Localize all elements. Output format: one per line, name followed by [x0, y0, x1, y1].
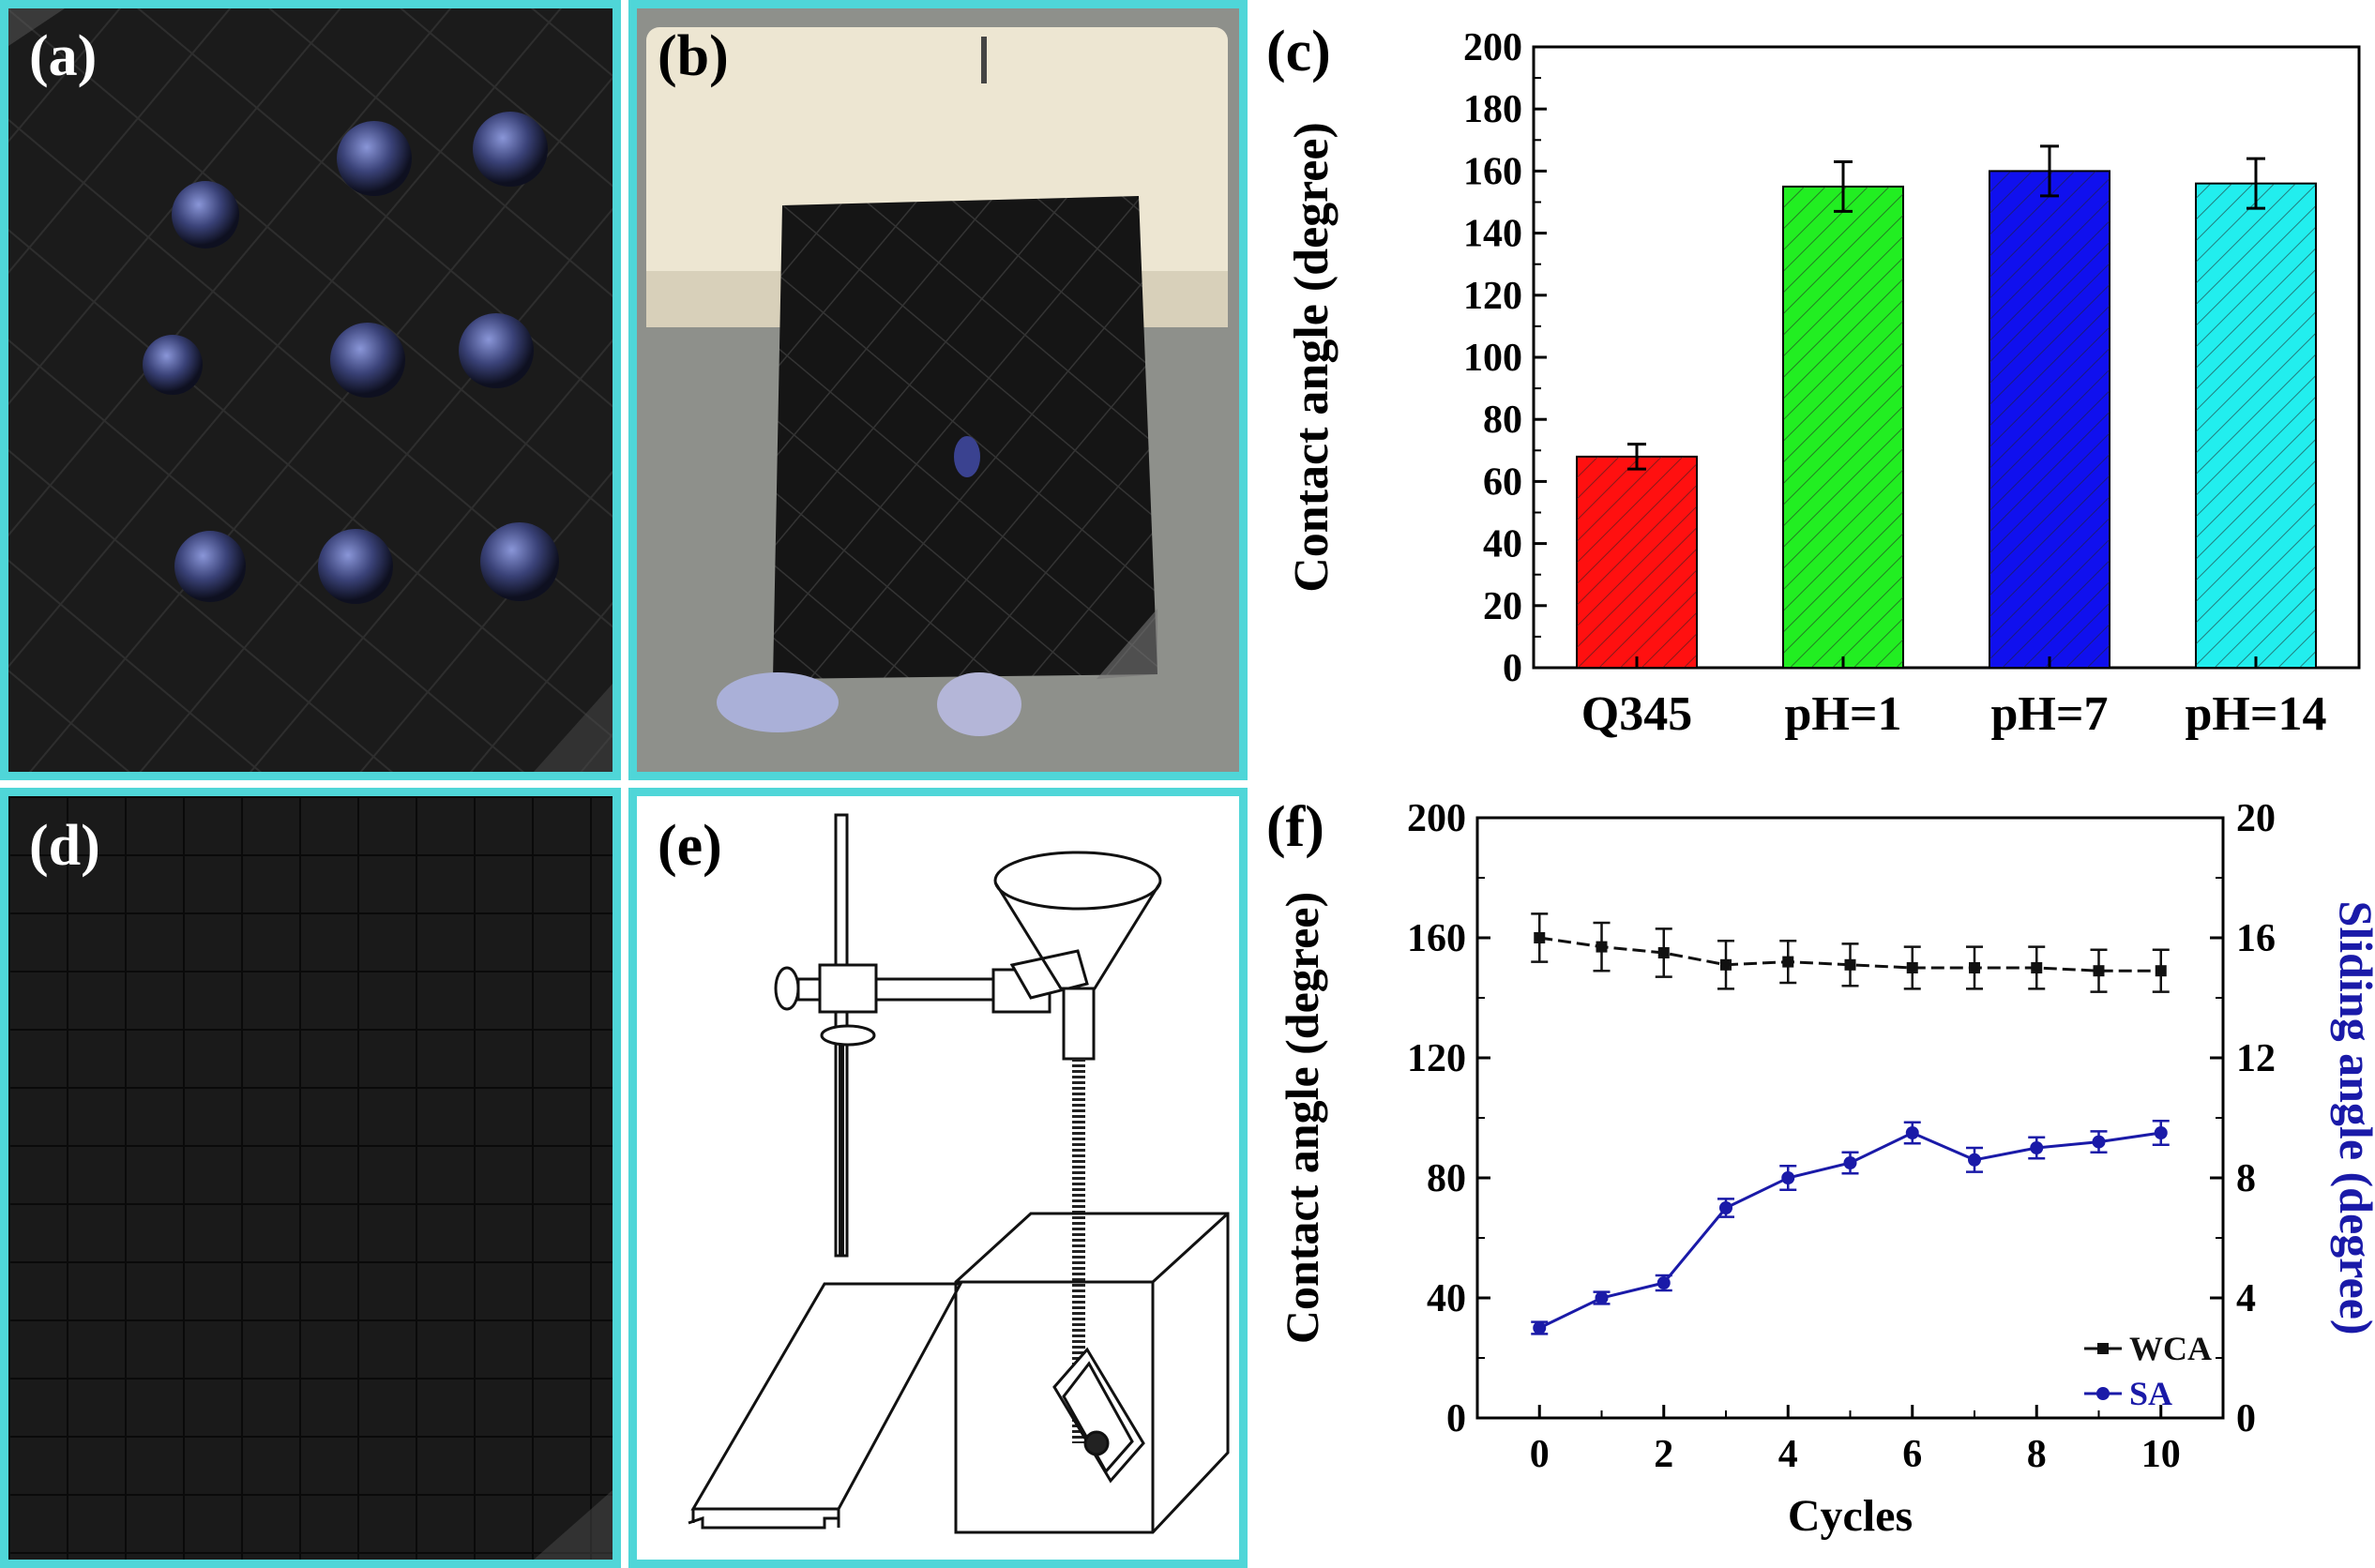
panel-label-a: (a)	[29, 24, 98, 88]
bar-hatch	[2196, 183, 2316, 668]
y-right-tick-label: 4	[2236, 1277, 2256, 1320]
point-WCA	[1596, 941, 1608, 953]
y-tick-label: 20	[1483, 585, 1522, 628]
point-SA	[1656, 1276, 1671, 1289]
panel-a-photo: (a)	[0, 0, 621, 780]
x-axis-title: Cycles	[1788, 1491, 1913, 1541]
x-tick-label: 4	[1778, 1433, 1798, 1476]
x-tick-label: pH=14	[2186, 687, 2327, 741]
y-right-tick-label: 16	[2236, 917, 2276, 960]
y-tick-label: 200	[1463, 26, 1522, 69]
legend-label-WCA: WCA	[2129, 1330, 2212, 1367]
y-left-tick-label: 40	[1427, 1277, 1466, 1320]
legend-marker-SA	[2096, 1387, 2110, 1400]
collection-box	[954, 1212, 1230, 1534]
panel-label-c: (c)	[1266, 20, 1331, 83]
point-WCA	[1657, 947, 1670, 958]
point-SA	[1968, 1153, 1981, 1167]
x-tick-label: 6	[1902, 1433, 1922, 1476]
point-SA	[1781, 1171, 1795, 1184]
point-WCA	[2155, 965, 2167, 977]
point-SA	[2030, 1141, 2044, 1154]
panel-e-schematic: (e)	[628, 788, 1248, 1568]
panel-label-e: (e)	[658, 814, 722, 878]
x-tick-label: pH=7	[1991, 687, 2109, 741]
point-WCA	[1969, 962, 1980, 973]
y-left-tick-label: 200	[1407, 797, 1466, 840]
y-right-tick-label: 20	[2236, 797, 2276, 840]
legend-marker-WCA	[2097, 1343, 2109, 1354]
y-tick-label: 180	[1463, 88, 1522, 131]
y-left-tick-label: 120	[1407, 1037, 1466, 1080]
point-SA	[1719, 1201, 1732, 1214]
point-SA	[1843, 1156, 1857, 1169]
x-tick-label: 10	[2141, 1433, 2181, 1476]
panel-label-d: (d)	[29, 814, 100, 878]
y-tick-label: 120	[1463, 275, 1522, 318]
y-left-axis-title: Contact angle (degree)	[1276, 892, 1328, 1344]
funnel	[993, 851, 1162, 911]
contact-angle-bar-chart: 0 20 40 60 80 100 120 140 160 180 200 Q345 pH=1 pH=7 p…	[1266, 20, 2361, 741]
y-right-tick-label: 12	[2236, 1037, 2276, 1080]
point-SA	[2154, 1126, 2168, 1139]
abrasion-setup-schematic	[688, 813, 1230, 1534]
panel-label-b: (b)	[658, 24, 729, 88]
point-WCA	[2031, 962, 2043, 973]
x-tick-label: pH=1	[1785, 687, 1902, 741]
y-left-tick-label: 0	[1446, 1397, 1466, 1440]
droplets-grid-illustration	[8, 8, 613, 772]
x-tick-label: 8	[2027, 1433, 2047, 1476]
point-SA	[2092, 1135, 2106, 1149]
bar-hatch	[1783, 186, 1903, 668]
y-left-tick-label: 80	[1427, 1157, 1466, 1200]
point-WCA	[1534, 932, 1546, 943]
x-tick-label: 2	[1654, 1433, 1673, 1476]
panel-b-photo: (b)	[628, 0, 1248, 780]
x-tick-label: Q345	[1581, 687, 1692, 741]
point-WCA	[1782, 956, 1794, 968]
point-WCA	[1844, 958, 1856, 971]
droplet-group	[143, 112, 559, 604]
y-tick-label: 80	[1483, 399, 1522, 442]
point-WCA	[2093, 965, 2105, 977]
panel-label-f: (f)	[1266, 795, 1324, 859]
grid-surface-illustration	[8, 796, 613, 1560]
y-right-axis-title: Sliding angle (degree)	[2330, 901, 2373, 1335]
y-tick-label: 100	[1463, 337, 1522, 380]
bar-hatch	[1577, 456, 1697, 668]
tilted-sample-illustration	[637, 8, 1239, 772]
x-tick-label: 0	[1530, 1433, 1550, 1476]
y-tick-label: 0	[1503, 647, 1522, 690]
legend-label-SA: SA	[2129, 1375, 2172, 1412]
panel-d-photo: (d)	[0, 788, 621, 1568]
y-left-tick-label: 160	[1407, 917, 1466, 960]
y-right-tick-label: 8	[2236, 1157, 2256, 1200]
point-WCA	[1720, 958, 1732, 971]
point-WCA	[1906, 962, 1918, 973]
bar-hatch	[1989, 171, 2110, 668]
point-SA	[1533, 1321, 1547, 1334]
y-tick-label: 160	[1463, 150, 1522, 193]
y-tick-label: 40	[1483, 523, 1522, 566]
y-axis-title: Contact angle (degree)	[1285, 122, 1339, 593]
y-tick-label: 60	[1483, 460, 1522, 504]
y-right-tick-label: 0	[2236, 1397, 2256, 1440]
stand-base	[690, 1282, 963, 1511]
point-SA	[1905, 1126, 1919, 1139]
plot-frame	[1475, 816, 2225, 1420]
y-tick-label: 140	[1463, 213, 1522, 256]
point-SA	[1595, 1291, 1609, 1304]
